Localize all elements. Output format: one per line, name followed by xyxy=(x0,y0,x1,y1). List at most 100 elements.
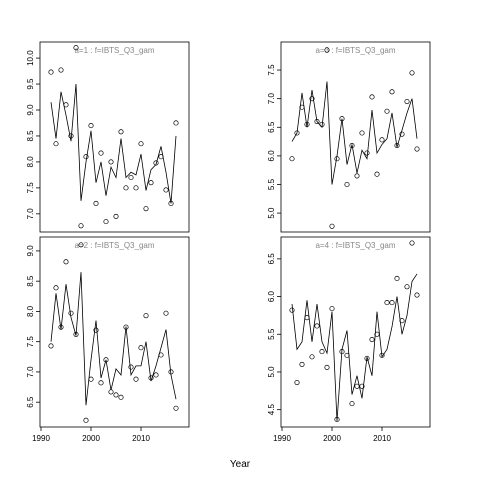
observation-point xyxy=(83,154,89,160)
observation-point xyxy=(138,345,144,351)
panel-frame xyxy=(280,41,431,233)
observation-point xyxy=(374,171,380,177)
panel-title: a=3 : f=IBTS_Q3_gam xyxy=(315,46,395,55)
observation-point xyxy=(389,89,395,95)
observation-point xyxy=(384,108,390,114)
y-tick-label: 5.5 xyxy=(267,328,276,340)
observation-point xyxy=(138,141,144,147)
observation-point xyxy=(369,336,375,343)
observation-point xyxy=(88,376,94,382)
panel-frame xyxy=(39,41,190,233)
observation-point xyxy=(414,146,420,152)
x-tick-label: 2000 xyxy=(323,434,341,443)
y-tick-label: 6.5 xyxy=(26,396,35,408)
y-tick-label: 7.5 xyxy=(26,182,35,194)
observation-point xyxy=(309,96,315,102)
y-tick-label: 6.5 xyxy=(267,253,276,265)
y-tick-label: 9.0 xyxy=(26,245,35,257)
observation-point xyxy=(173,405,179,411)
observation-point xyxy=(314,323,320,329)
observation-point xyxy=(53,285,59,291)
observation-point xyxy=(384,300,390,306)
observation-point xyxy=(409,70,415,76)
observation-point xyxy=(88,123,94,129)
observation-point xyxy=(394,143,400,149)
observation-point xyxy=(324,47,330,53)
observation-point xyxy=(63,259,69,265)
observation-point xyxy=(153,160,159,166)
observation-point xyxy=(389,300,395,306)
x-tick-label: 2010 xyxy=(373,434,391,443)
observation-point xyxy=(369,94,375,100)
y-tick-label: 7.5 xyxy=(267,64,276,76)
observation-point xyxy=(73,45,79,51)
panel-title: a=4 : f=IBTS_Q3_gam xyxy=(315,241,395,250)
y-tick-label: 7.0 xyxy=(26,208,35,220)
observation-point xyxy=(48,343,54,349)
observation-point xyxy=(123,185,129,191)
observation-point xyxy=(364,150,370,156)
observation-point xyxy=(48,69,54,75)
observation-point xyxy=(148,180,154,186)
observation-point xyxy=(113,213,119,219)
observation-point xyxy=(359,130,365,136)
observation-point xyxy=(98,380,104,386)
observation-point xyxy=(98,150,104,156)
observation-point xyxy=(58,67,64,73)
y-tick-label: 10.0 xyxy=(26,50,35,66)
y-tick-label: 8.0 xyxy=(26,305,35,317)
panel-frame xyxy=(39,236,190,428)
observation-point xyxy=(409,240,415,246)
panel-title: a=2 : f=IBTS_Q3_gam xyxy=(74,241,154,250)
observation-point xyxy=(78,242,84,248)
observation-point xyxy=(173,120,179,126)
observation-point xyxy=(78,223,84,229)
observation-point xyxy=(354,173,360,179)
y-tick-label: 7.5 xyxy=(26,336,35,348)
observation-point xyxy=(133,185,139,191)
observation-point xyxy=(349,143,355,149)
observation-point xyxy=(394,275,400,282)
observation-point xyxy=(118,129,124,135)
y-tick-label: 7.0 xyxy=(26,366,35,378)
panel-frame xyxy=(280,236,431,428)
observation-point xyxy=(53,141,59,147)
observation-point xyxy=(404,98,410,105)
y-tick-label: 5.5 xyxy=(267,178,276,190)
observation-point xyxy=(344,181,350,188)
fit-line xyxy=(50,272,177,406)
observation-point xyxy=(163,310,169,316)
observation-point xyxy=(113,392,119,398)
y-tick-label: 4.5 xyxy=(267,404,276,416)
observation-point xyxy=(163,187,169,193)
observation-point xyxy=(289,307,295,313)
observation-point xyxy=(294,379,300,386)
observation-point xyxy=(364,355,370,361)
y-tick-label: 8.5 xyxy=(26,130,35,142)
observation-point xyxy=(128,364,134,370)
fit-line xyxy=(291,273,418,421)
y-tick-label: 6.0 xyxy=(267,150,276,162)
observation-point xyxy=(309,354,315,360)
y-tick-label: 6.5 xyxy=(267,121,276,133)
observation-point xyxy=(359,383,365,389)
observation-point xyxy=(329,306,335,312)
observation-point xyxy=(324,364,330,370)
x-tick-label: 1990 xyxy=(32,434,50,443)
x-tick-label: 2000 xyxy=(82,434,100,443)
observation-point xyxy=(93,200,99,206)
observation-point xyxy=(128,174,134,181)
observation-point xyxy=(329,223,335,229)
y-tick-label: 6.0 xyxy=(267,290,276,302)
observation-point xyxy=(404,284,410,290)
observation-point xyxy=(354,383,360,389)
y-tick-label: 7.0 xyxy=(267,93,276,105)
observation-point xyxy=(68,310,74,316)
y-tick-label: 8.5 xyxy=(26,275,35,287)
observation-point xyxy=(108,159,114,165)
observation-point xyxy=(93,327,99,333)
observation-point xyxy=(319,349,325,355)
observation-point xyxy=(83,417,89,423)
observation-point xyxy=(289,156,295,162)
